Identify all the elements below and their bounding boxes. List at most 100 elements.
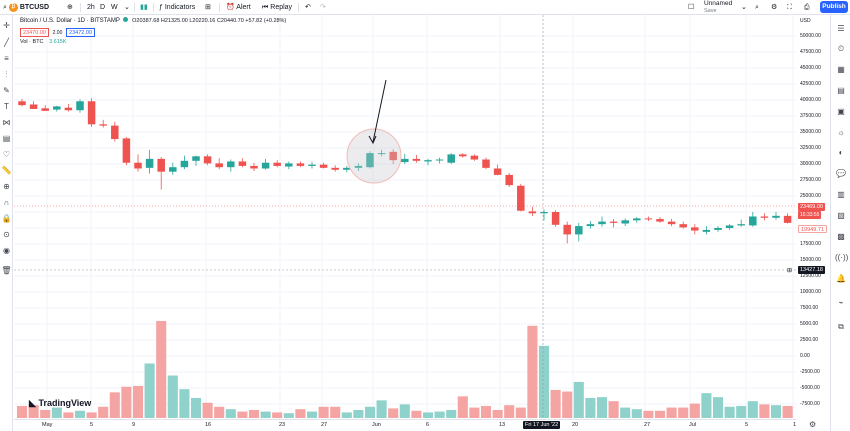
- favorites-heart-icon[interactable]: ♡: [2, 150, 11, 159]
- trend-line-icon[interactable]: ╱: [4, 38, 9, 47]
- notifications-bell-icon[interactable]: 🔔: [836, 274, 846, 283]
- chart-settings-gear-icon[interactable]: ⚙: [809, 420, 817, 429]
- interval-week-button[interactable]: W: [111, 4, 118, 11]
- search-icon[interactable]: ⌕: [755, 4, 759, 11]
- streams-icon[interactable]: ◐: [838, 148, 844, 157]
- volume-bar: [782, 405, 793, 418]
- bid-price[interactable]: 23470.00: [20, 28, 49, 37]
- camera-snapshot-icon[interactable]: ⎙: [804, 4, 810, 11]
- price-label: -5000.00: [800, 385, 820, 391]
- time-axis[interactable]: May 5 9 16 23 27 Jun 6 13 20 27 Jul 5 1 Fri 17 Jun '2…: [14, 419, 797, 431]
- watchlist-icon[interactable]: ☰: [837, 24, 845, 33]
- price-label: 12500.00: [800, 273, 821, 279]
- data-window-icon[interactable]: ▦: [837, 65, 845, 74]
- fullscreen-icon[interactable]: ⛶: [787, 4, 792, 11]
- brush-icon[interactable]: ✎: [3, 86, 10, 95]
- volume-bar: [689, 403, 700, 418]
- calendar-icon[interactable]: ▣: [837, 107, 845, 116]
- notes-icon[interactable]: ▧: [837, 211, 845, 220]
- candle-body: [679, 224, 687, 228]
- ruler-icon[interactable]: 📏: [1, 166, 12, 175]
- price-label: 17500.00: [800, 241, 821, 247]
- spread-value: 2.00: [52, 30, 63, 36]
- divider: [80, 3, 81, 12]
- volume-bar: [678, 407, 689, 418]
- candle-body: [215, 163, 223, 168]
- candle-body: [633, 218, 641, 221]
- hotlists-icon[interactable]: ▤: [837, 86, 845, 95]
- drawing-toolbar: ✛ ╱ ≡ ⫶ ✎ T ⋈ ▤ ♡ 📏 ⊕ ∩ 🔒 ⊙ ◉ 🗑: [0, 15, 13, 431]
- broadcast-icon[interactable]: ((·)): [835, 253, 849, 262]
- layout-name-button[interactable]: Unnamed Save: [704, 0, 733, 14]
- candle-body: [296, 163, 305, 166]
- volume-bar: [179, 389, 190, 418]
- volume-bar: [712, 397, 724, 418]
- zoom-in-icon[interactable]: ⊕: [3, 182, 10, 191]
- volume-bar: [341, 412, 352, 418]
- prediction-tool-icon[interactable]: ▤: [2, 134, 11, 143]
- settings-gear-icon[interactable]: ⚙: [771, 4, 778, 11]
- candles-chart-type-icon[interactable]: ▮▮: [140, 4, 148, 11]
- dom-icon[interactable]: ▩: [837, 232, 845, 241]
- ask-price[interactable]: 23472.00: [66, 28, 95, 37]
- candle-body: [540, 212, 548, 214]
- lock-drawings-icon[interactable]: 🔒: [1, 214, 12, 223]
- replay-button[interactable]: ⏮ Replay: [262, 2, 292, 13]
- trash-icon[interactable]: 🗑: [1, 266, 12, 275]
- indicators-button[interactable]: ƒ Indicators: [159, 2, 195, 13]
- price-scale[interactable]: USD 50000.00 47500.00 45000.00 42500.00 4000…: [797, 15, 830, 419]
- help-icon[interactable]: ⌁: [838, 298, 844, 307]
- interval-day-button[interactable]: D: [100, 4, 106, 11]
- interval-dropdown-chevron-icon[interactable]: ⌄: [124, 4, 130, 11]
- alerts-clock-icon[interactable]: ⏲: [837, 44, 845, 53]
- ideas-bulb-icon[interactable]: ☼: [837, 128, 845, 137]
- layout-name: Unnamed: [704, 0, 733, 7]
- interval-2h-button[interactable]: 2h: [87, 4, 95, 11]
- time-label: Jun: [372, 422, 381, 428]
- candle-body: [470, 155, 479, 160]
- undo-icon[interactable]: ↶: [305, 4, 311, 11]
- ohlc-values: O20387.68 H21325.00 L20220.16 C20440.70 …: [132, 18, 287, 24]
- pattern-tool-icon[interactable]: ⋈: [2, 118, 11, 127]
- right-widget-bar: ☰ ⏲ ▦ ▤ ▣ ☼ ◐ 💬 ▥ ▧ ▩ ((·)) 🔔 ⌁ ⧉: [830, 15, 850, 431]
- crosshair-icon[interactable]: ✛: [3, 21, 10, 30]
- price-label: 37500.00: [800, 113, 821, 119]
- candle-body: [122, 138, 131, 163]
- currency-label[interactable]: USD: [800, 18, 811, 24]
- layout-dropdown-chevron-icon[interactable]: ⌄: [741, 4, 747, 11]
- alert-button[interactable]: ⏰ Alert: [226, 2, 251, 13]
- indicators-label: Indicators: [164, 4, 196, 11]
- volume-bar: [353, 409, 364, 418]
- compare-symbol-button[interactable]: ⊕: [67, 4, 73, 11]
- candle-body: [203, 156, 212, 164]
- eye-visibility-icon[interactable]: ◉: [3, 246, 10, 255]
- magnet-icon[interactable]: ∩: [3, 198, 10, 207]
- screener-icon[interactable]: ▥: [837, 190, 845, 199]
- publish-button[interactable]: Publish: [820, 1, 848, 13]
- redo-icon[interactable]: ↷: [320, 4, 326, 11]
- add-alert-plus-icon[interactable]: ⊞: [787, 268, 793, 274]
- time-label: May: [42, 422, 53, 428]
- chats-icon[interactable]: 💬: [836, 169, 846, 178]
- layout-square-icon[interactable]: ☐: [688, 4, 695, 11]
- pitchfork-icon[interactable]: ⫶: [5, 70, 8, 79]
- candle-body: [76, 101, 84, 111]
- volume-bar: [156, 321, 167, 418]
- candle-body: [551, 212, 560, 225]
- price-label: 2500.00: [800, 337, 819, 343]
- candle-body: [621, 220, 629, 224]
- candle-body: [169, 167, 177, 172]
- horizontal-lines-icon[interactable]: ≡: [4, 54, 9, 63]
- candle-body: [691, 227, 699, 231]
- volume-bar: [190, 397, 202, 418]
- volume-bar: [202, 402, 213, 418]
- highlight-circle: [346, 128, 402, 184]
- symbol-search[interactable]: ⌕ ₿ BTCUSD: [3, 2, 49, 13]
- lock-icon[interactable]: ⊙: [3, 230, 10, 239]
- volume-bar: [457, 396, 468, 418]
- templates-grid-icon[interactable]: ⊞: [205, 4, 211, 11]
- layers-icon[interactable]: ⧉: [838, 322, 844, 331]
- text-tool-icon[interactable]: T: [4, 102, 9, 111]
- volume-bar: [446, 409, 457, 418]
